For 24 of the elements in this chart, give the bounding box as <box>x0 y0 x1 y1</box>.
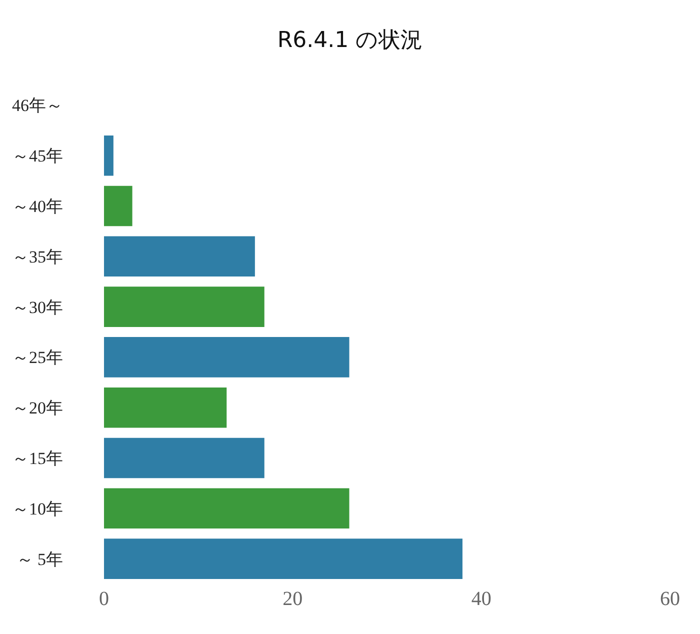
y-tick-label: ～35年 <box>12 247 63 266</box>
x-tick-label: 20 <box>282 588 303 610</box>
bar <box>104 286 264 327</box>
y-tick-label: 46年～ <box>12 96 63 116</box>
y-tick-label: ～40年 <box>12 196 63 216</box>
bar <box>104 387 227 428</box>
x-tick-label: 60 <box>660 588 680 610</box>
bar <box>104 236 255 277</box>
y-tick-label: ～15年 <box>12 448 63 468</box>
bar <box>104 538 462 579</box>
bar <box>104 135 114 176</box>
bar <box>104 488 350 529</box>
y-tick-label: ～25年 <box>12 348 63 368</box>
x-tick-label: 0 <box>99 588 109 610</box>
y-tick-label: ～20年 <box>12 398 63 418</box>
x-tick-label: 40 <box>471 588 492 610</box>
y-tick-label: ～ 5年 <box>16 550 63 569</box>
bar <box>104 337 350 378</box>
chart-title: R6.4.1 の状況 <box>277 28 423 54</box>
y-tick-label: ～10年 <box>12 499 63 518</box>
y-tick-label: ～30年 <box>12 298 63 317</box>
y-tick-label: ～45年 <box>12 146 63 166</box>
bar <box>104 438 264 478</box>
bar <box>104 186 132 226</box>
